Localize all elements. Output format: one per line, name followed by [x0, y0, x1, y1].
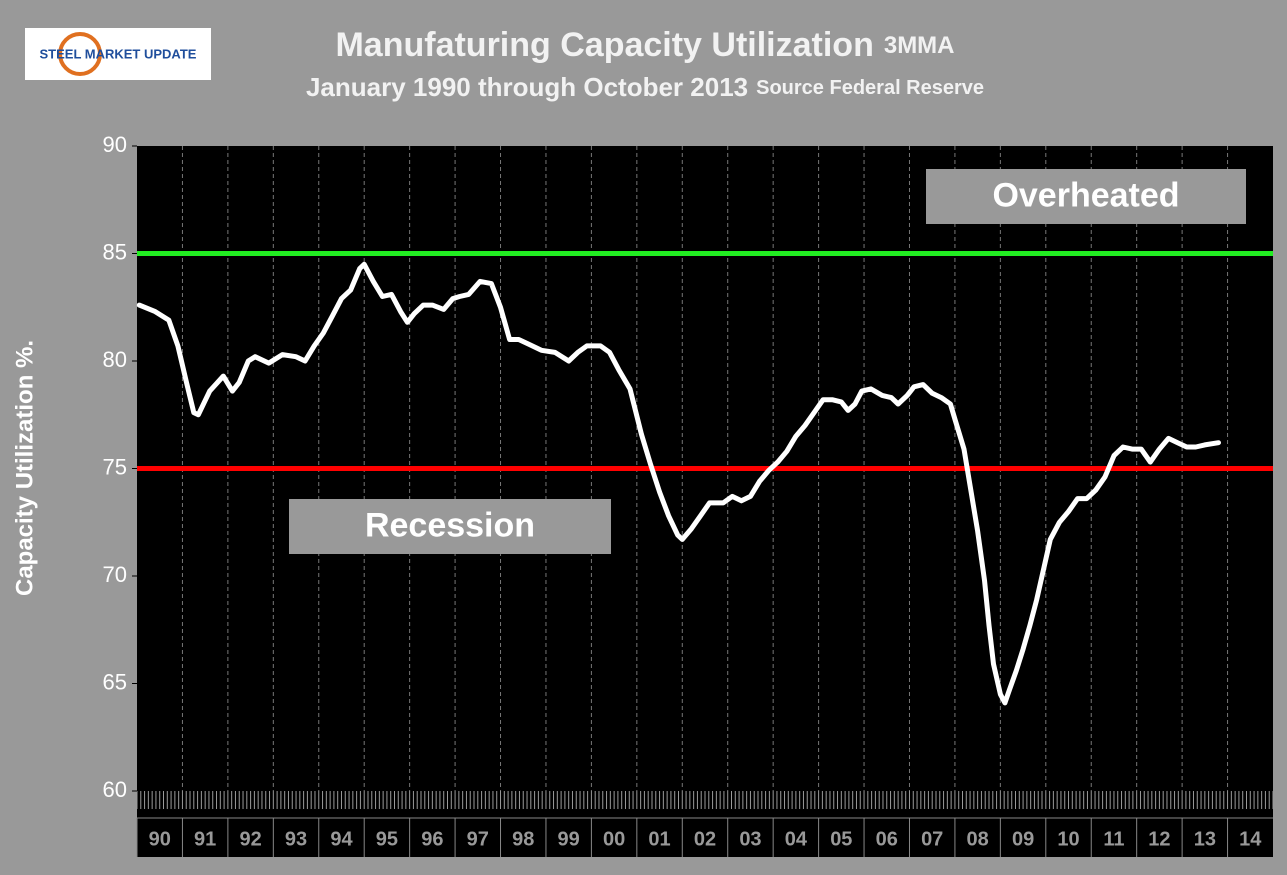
y-tick-label: 65 [103, 669, 127, 694]
x-tick-label: 98 [512, 828, 534, 850]
x-tick-label: 02 [694, 828, 716, 850]
source: Source Federal Reserve [756, 77, 984, 99]
x-tick-label: 01 [648, 828, 670, 850]
y-tick-label: 75 [103, 454, 127, 479]
x-tick-label: 93 [285, 828, 307, 850]
y-tick-label: 90 [103, 132, 127, 157]
x-tick-label: 11 [1103, 828, 1124, 850]
x-tick-label: 90 [149, 828, 171, 850]
x-tick-label: 03 [739, 828, 761, 850]
annotation: Overheated [992, 176, 1179, 214]
x-tick-label: 05 [830, 828, 852, 850]
x-tick-label: 94 [330, 828, 353, 850]
y-tick-label: 85 [103, 239, 127, 264]
annotation-box [926, 169, 1246, 224]
x-tick-label: 99 [558, 828, 580, 850]
annotation-box [289, 499, 611, 554]
logo-box [25, 28, 211, 80]
x-tick-label: 96 [421, 828, 443, 850]
chart-title: Manufaturing Capacity Utilization 3MMA [335, 26, 954, 64]
chart-subtitle: January 1990 through October 2013 Source … [306, 72, 984, 102]
title-main: Manufaturing Capacity Utilization [335, 26, 873, 64]
x-tick-label: 09 [1012, 828, 1034, 850]
logo-ring [58, 32, 102, 76]
x-tick-label: 04 [785, 828, 808, 850]
x-tick-label: 00 [603, 828, 625, 850]
x-tick-label: 08 [967, 828, 989, 850]
x-tick-label: 06 [876, 828, 898, 850]
annotation: Recession [365, 506, 535, 544]
x-tick-label: 14 [1239, 828, 1262, 850]
y-tick-label: 60 [103, 777, 127, 802]
x-tick-label: 91 [194, 828, 216, 850]
x-tick-label: 10 [1057, 828, 1079, 850]
x-tick-label: 97 [467, 828, 489, 850]
series-line [136, 261, 1221, 706]
x-tick-label: 95 [376, 828, 398, 850]
x-tick-label: 13 [1194, 828, 1216, 850]
x-tick-label: 12 [1148, 828, 1170, 850]
y-tick-label: 70 [103, 562, 127, 587]
y-tick-label: 80 [103, 347, 127, 372]
title-note: 3MMA [884, 32, 955, 59]
logo: STEEL MARKET UPDATE [40, 46, 197, 61]
y-axis-label: Capacity Utilization %. [11, 340, 38, 596]
x-tick-label: 92 [239, 828, 261, 850]
x-tick-label: 07 [921, 828, 943, 850]
subtitle: January 1990 through October 2013 [306, 72, 748, 102]
